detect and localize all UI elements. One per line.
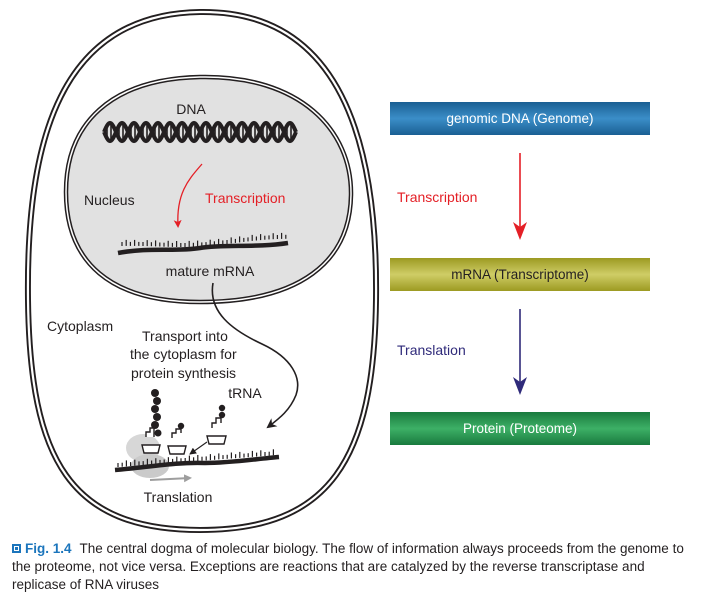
transcriptome-box <box>390 258 650 291</box>
figure-caption: Fig. 1.4 The central dogma of molecular b… <box>12 540 692 594</box>
transport-text-line-1: Transport into <box>142 328 228 344</box>
caption-text: The central dogma of molecular biology. … <box>12 541 684 592</box>
translation-site <box>114 389 280 483</box>
trna-label: tRNA <box>228 385 262 401</box>
genome-box-label: genomic DNA (Genome) <box>446 111 593 126</box>
nucleus-label: Nucleus <box>84 192 135 208</box>
caption-square-icon <box>12 544 21 553</box>
figure-number: Fig. 1.4 <box>25 541 72 556</box>
transport-arrow <box>211 282 299 429</box>
ribosome-movement-arrow <box>149 474 192 483</box>
polypeptide-chain <box>151 389 162 437</box>
trna-bound-1 <box>141 427 161 454</box>
transcriptome-box-label: mRNA (Transcriptome) <box>451 267 589 282</box>
trna-bound-2 <box>167 422 187 455</box>
cytoplasm-label: Cytoplasm <box>47 318 113 334</box>
transcription-flow-arrowhead <box>513 222 527 240</box>
dna-label: DNA <box>176 101 206 117</box>
flow-diagram: genomic DNA (Genome) Transcription mRNA … <box>390 102 650 445</box>
mature-mrna-label: mature mRNA <box>166 263 255 279</box>
genome-box <box>390 102 650 135</box>
transport-text-line-2: the cytoplasm for <box>130 346 237 362</box>
proteome-box-label: Protein (Proteome) <box>463 421 577 436</box>
dna-strand-2 <box>102 120 298 144</box>
transcription-flow-label: Transcription <box>397 189 477 205</box>
translation-cell-label: Translation <box>144 489 213 505</box>
translation-flow-label: Translation <box>397 342 466 358</box>
dna-helix-icon <box>102 120 298 144</box>
proteome-box <box>390 412 650 445</box>
mature-mrna-strand <box>117 232 289 256</box>
transcription-cell-label: Transcription <box>205 190 285 206</box>
transcription-arrow <box>173 163 203 228</box>
trna-arrow <box>189 441 208 455</box>
translation-flow-arrowhead <box>513 377 527 395</box>
trna-incoming <box>206 404 227 445</box>
transport-text-line-3: protein synthesis <box>131 365 236 381</box>
